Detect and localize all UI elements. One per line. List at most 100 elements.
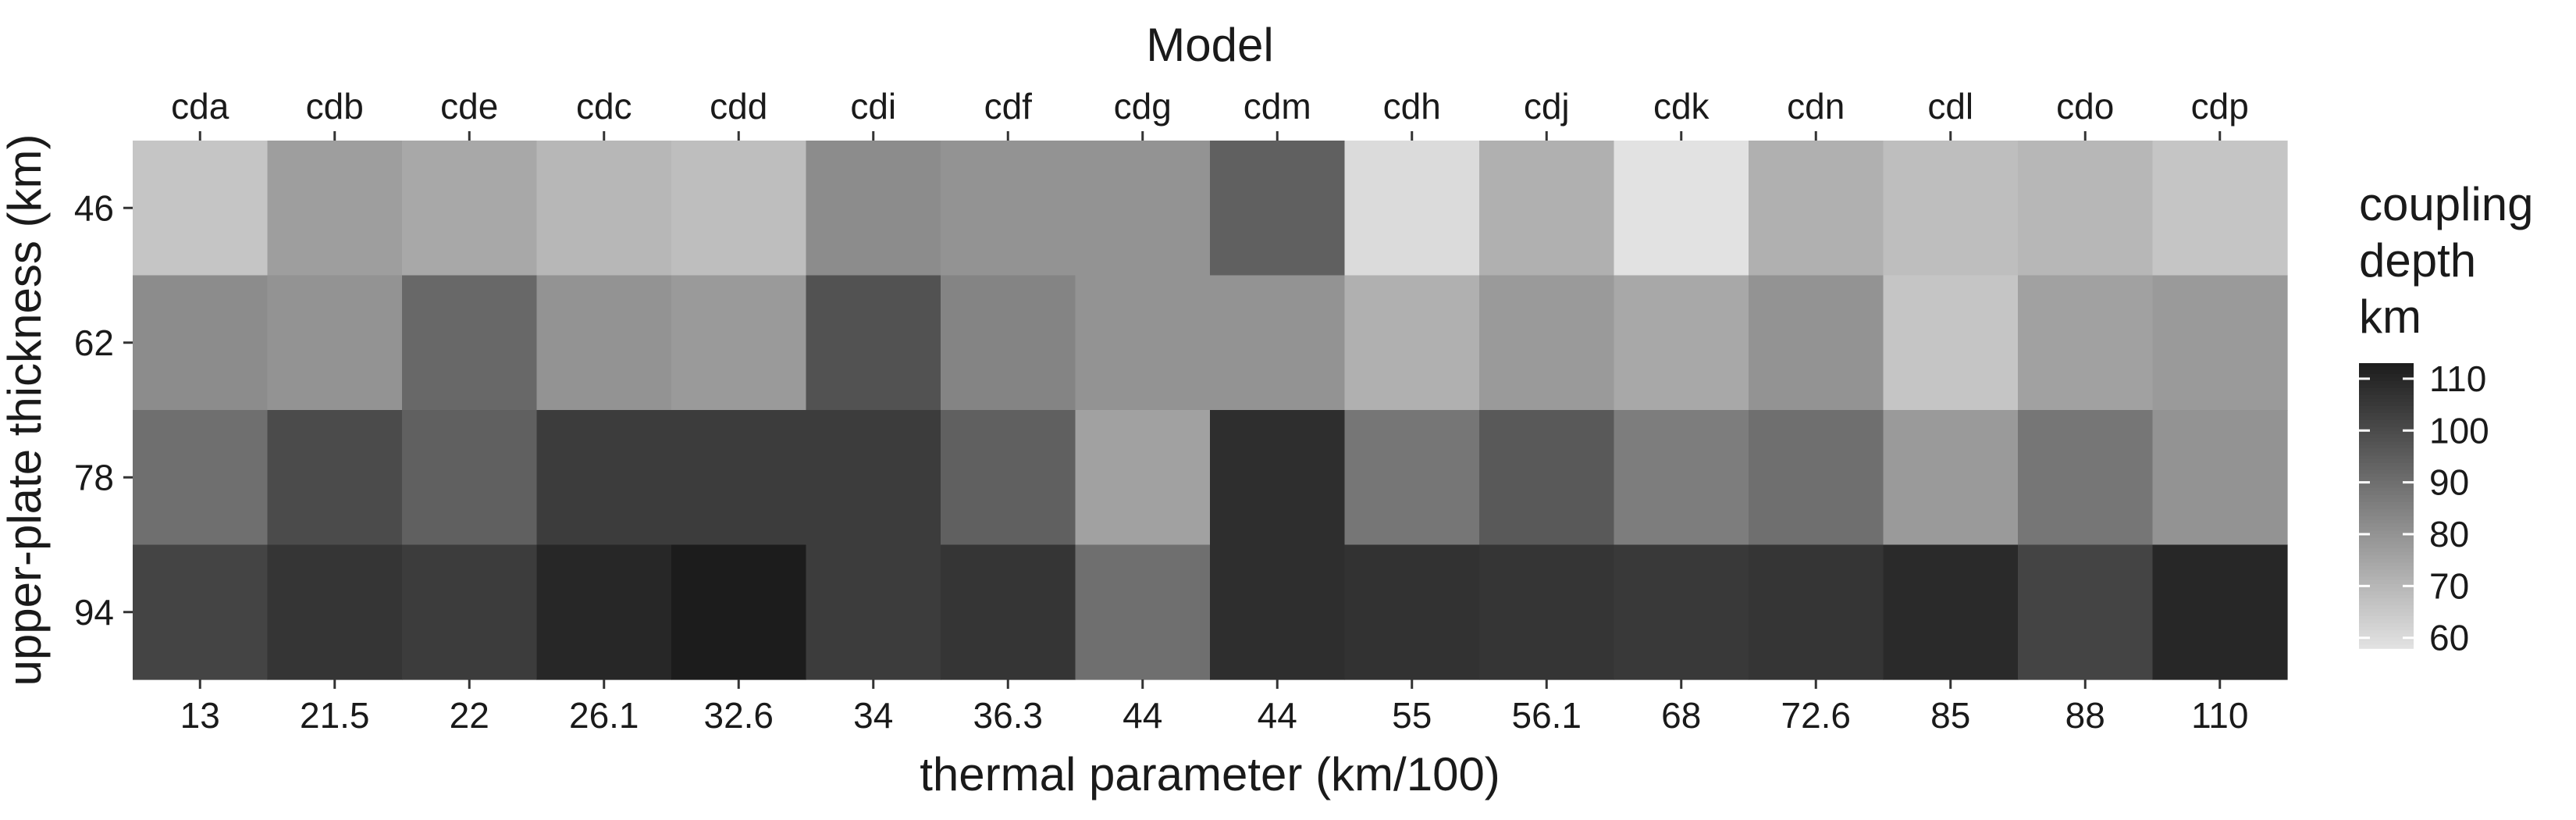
thermal-parameter-tick-label: 44 — [1123, 695, 1162, 736]
heatmap-cell-46-cdj — [1479, 141, 1615, 276]
thermal-parameter-tick-label: 22 — [450, 695, 489, 736]
thermal-parameter-tick-label: 13 — [180, 695, 220, 736]
thermal-parameter-tick-label: 68 — [1661, 695, 1701, 736]
colorbar-title-line-1: coupling — [2359, 178, 2534, 230]
model-label-cdh: cdh — [1383, 86, 1441, 127]
colorbar-gradient-strip — [2359, 466, 2414, 471]
colorbar-gradient-strip — [2359, 523, 2414, 528]
colorbar-gradient-strip — [2359, 594, 2414, 599]
heatmap-cell-62-cdk — [1614, 275, 1749, 411]
colorbar-gradient-strip — [2359, 377, 2414, 382]
heatmap-cell-46-cdh — [1344, 141, 1480, 276]
heatmap-cell-94-cdi — [806, 544, 941, 680]
colorbar-gradient-strip — [2359, 640, 2414, 646]
thermal-parameter-tick-label: 72.6 — [1781, 695, 1851, 736]
colorbar-gradient-strip — [2359, 576, 2414, 582]
heatmap-cell-46-cdo — [2018, 141, 2154, 276]
colorbar-gradient-strip — [2359, 530, 2414, 535]
axes: cda cdb cde cdc cdd cdi cdf cdg cdm cdh cdj cdk cdn c… — [0, 19, 2249, 800]
model-label-cdl: cdl — [1927, 86, 1973, 127]
heatmap-cell-78-cdl — [1883, 410, 2019, 546]
colorbar-gradient-strip — [2359, 605, 2414, 610]
colorbar-gradient-strip — [2359, 591, 2414, 596]
colorbar-gradient-strip — [2359, 416, 2414, 421]
thermal-parameter-tick-label: 21.5 — [300, 695, 370, 736]
thermal-parameter-tick-label: 34 — [853, 695, 893, 736]
heatmap-cell-46-cde — [402, 141, 538, 276]
thermal-parameter-tick-label: 44 — [1258, 695, 1297, 736]
colorbar-gradient-strip — [2359, 469, 2414, 475]
heatmap-cell-94-cdj — [1479, 544, 1615, 680]
colorbar-gradient-strip — [2359, 537, 2414, 542]
colorbar-gradient-strip — [2359, 387, 2414, 393]
colorbar-gradient-strip — [2359, 516, 2414, 521]
thermal-parameter-tick-label: 32.6 — [703, 695, 774, 736]
heatmap-cell-94-cdo — [2018, 544, 2154, 680]
colorbar-gradient-strip — [2359, 441, 2414, 446]
colorbar-gradient-strip — [2359, 623, 2414, 628]
model-label-cdf: cdf — [984, 86, 1033, 127]
heatmap-cell-62-cdj — [1479, 275, 1615, 411]
heatmap-cell-78-cdp — [2152, 410, 2288, 546]
x-axis-label: thermal parameter (km/100) — [920, 748, 1500, 800]
model-label-cdo: cdo — [2056, 86, 2114, 127]
colorbar-gradient-strip — [2359, 608, 2414, 614]
heatmap-cell-46-cdm — [1210, 141, 1346, 276]
colorbar-gradient-strip — [2359, 398, 2414, 403]
colorbar-gradient-strip — [2359, 370, 2414, 375]
colorbar-tick-label-100: 100 — [2429, 410, 2489, 451]
colorbar-gradient-strip — [2359, 430, 2414, 436]
colorbar-gradient-strip — [2359, 380, 2414, 386]
colorbar-gradient-strip — [2359, 477, 2414, 482]
heatmap-cell-62-cdd — [671, 275, 807, 411]
colorbar-gradient-strip — [2359, 580, 2414, 585]
model-label-cdb: cdb — [306, 86, 364, 127]
heatmap-cell-62-cdc — [536, 275, 672, 411]
heatmap-cell-94-cdc — [536, 544, 672, 680]
heatmap-cell-78-cde — [402, 410, 538, 546]
heatmap-cell-78-cdm — [1210, 410, 1346, 546]
colorbar-gradient-strip — [2359, 384, 2414, 389]
heatmap-cell-62-cdh — [1344, 275, 1480, 411]
colorbar-gradient-strip — [2359, 626, 2414, 631]
colorbar-gradient-strip — [2359, 587, 2414, 592]
colorbar-gradient-strip — [2359, 583, 2414, 589]
thickness-tick-label: 78 — [74, 457, 114, 497]
colorbar-gradient-strip — [2359, 448, 2414, 453]
colorbar-tick-label-70: 70 — [2429, 565, 2469, 606]
heatmap-cell-46-cdb — [267, 141, 403, 276]
thermal-parameter-tick-label: 56.1 — [1511, 695, 1582, 736]
heatmap-cell-62-cdo — [2018, 275, 2154, 411]
heatmap-cell-78-cdh — [1344, 410, 1480, 546]
colorbar-gradient-strip — [2359, 473, 2414, 478]
colorbar-gradient-strip — [2359, 452, 2414, 457]
colorbar-gradient-strip — [2359, 548, 2414, 553]
heatmap-cell-62-cdn — [1749, 275, 1884, 411]
colorbar-gradient-strip — [2359, 505, 2414, 510]
heatmap-cells — [133, 141, 2288, 680]
model-label-cdj: cdj — [1524, 86, 1570, 127]
heatmap-cell-62-cdf — [941, 275, 1076, 411]
colorbar-gradient-strip — [2359, 412, 2414, 418]
colorbar-gradient-strip — [2359, 462, 2414, 468]
colorbar-gradient-strip — [2359, 498, 2414, 503]
heatmap-cell-62-cdp — [2152, 275, 2288, 411]
colorbar-gradient-strip — [2359, 437, 2414, 443]
colorbar-gradient-strip — [2359, 541, 2414, 546]
colorbar-gradient-strip — [2359, 491, 2414, 496]
colorbar-gradient-strip — [2359, 366, 2414, 371]
y-axis-label: upper-plate thickness (km) — [0, 134, 51, 686]
heatmap-cell-62-cda — [133, 275, 269, 411]
colorbar-gradient-strip — [2359, 555, 2414, 560]
colorbar-gradient-strip — [2359, 637, 2414, 642]
heatmap-cell-94-cdl — [1883, 544, 2019, 680]
colorbar-tick-label-90: 90 — [2429, 462, 2469, 503]
thickness-tick-label: 94 — [74, 592, 114, 633]
colorbar-gradient-strip — [2359, 569, 2414, 574]
heatmap-cell-46-cdn — [1749, 141, 1884, 276]
thermal-parameter-tick-label: 110 — [2191, 695, 2248, 736]
colorbar-title-line-2: depth — [2359, 234, 2476, 287]
colorbar-gradient-strip — [2359, 601, 2414, 607]
heatmap-cell-94-cde — [402, 544, 538, 680]
heatmap-cell-46-cdk — [1614, 141, 1749, 276]
